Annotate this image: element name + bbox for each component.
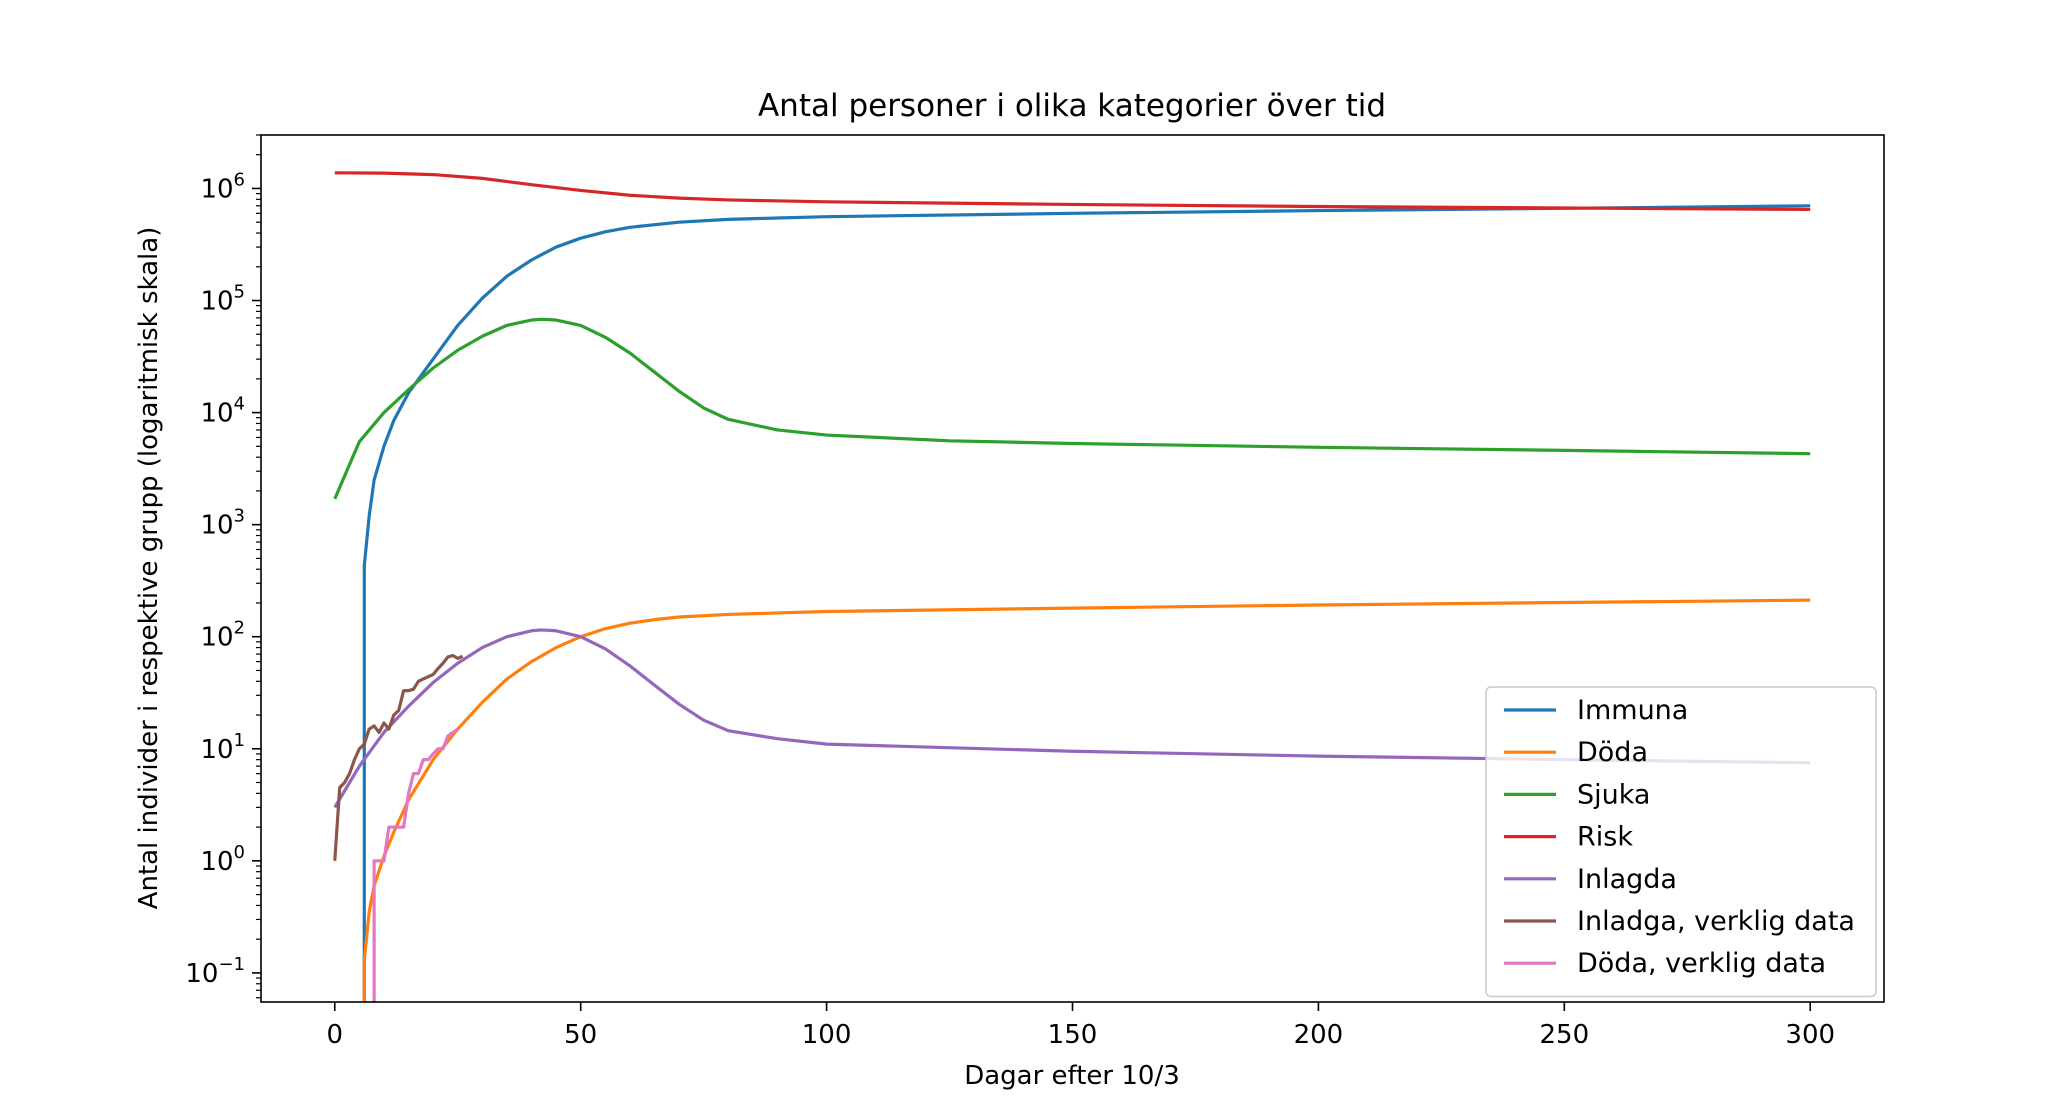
- x-tick-label: 300: [1785, 1020, 1835, 1050]
- legend-label: Sjuka: [1577, 779, 1650, 810]
- legend-box: [1485, 686, 1877, 998]
- x-axis-label: Dagar efter 10/3: [964, 1061, 1180, 1091]
- x-tick-label: 100: [802, 1020, 852, 1050]
- y-tick-label: 10−1: [185, 954, 245, 989]
- legend: Immuna Döda Sjuka Risk Inlagda Inladga, verkl…: [1485, 686, 1877, 998]
- axes-layer: 0 50 100 150 200 250 300 10−1 100 101 102 103 104 105…: [185, 134, 1885, 1050]
- legend-label: Risk: [1577, 822, 1633, 853]
- y-tick-label: 106: [200, 169, 245, 204]
- series-line-döda-verklig-data: [372, 727, 459, 1002]
- y-tick-label: 100: [200, 842, 245, 877]
- chart-title: Antal personer i olika kategorier över t…: [758, 88, 1386, 124]
- y-tick-label: 104: [200, 394, 245, 429]
- y-axis-label: Antal individer i respektive grupp (loga…: [134, 227, 164, 910]
- series-line-risk: [334, 171, 1811, 212]
- y-tick-label: 102: [200, 618, 245, 653]
- x-tick-label: 150: [1048, 1020, 1098, 1050]
- x-tick-label: 0: [326, 1020, 343, 1050]
- series-layer: [333, 171, 1811, 1002]
- series-line-sjuka: [333, 317, 1811, 500]
- x-tick-label: 250: [1539, 1020, 1589, 1050]
- legend-label: Döda: [1577, 737, 1648, 768]
- x-tick-label: 50: [564, 1020, 597, 1050]
- series-line-immuna: [362, 204, 1811, 1002]
- y-tick-label: 105: [200, 282, 245, 317]
- legend-label: Inladga, verklig data: [1577, 906, 1855, 937]
- series-line-inladga-verklig-data: [333, 653, 464, 861]
- legend-label: Inlagda: [1577, 864, 1677, 895]
- legend-label: Döda, verklig data: [1577, 948, 1826, 979]
- legend-label: Immuna: [1577, 695, 1688, 726]
- y-tick-label: 103: [200, 506, 245, 541]
- y-tick-label: 101: [200, 730, 245, 765]
- series-line-inlagda: [333, 628, 1811, 809]
- x-tick-label: 200: [1294, 1020, 1344, 1050]
